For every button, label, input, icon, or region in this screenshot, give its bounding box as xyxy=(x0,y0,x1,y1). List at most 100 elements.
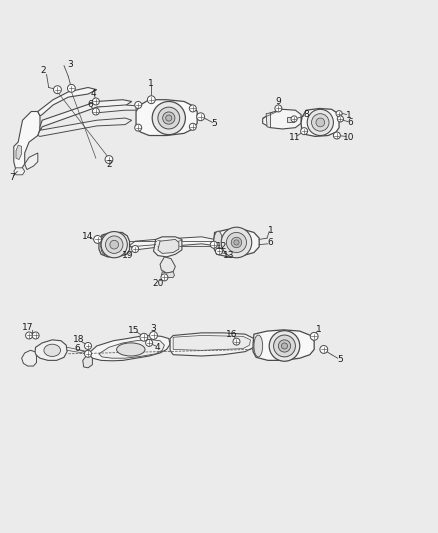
Text: 19: 19 xyxy=(122,251,133,260)
Circle shape xyxy=(215,248,223,255)
Polygon shape xyxy=(25,153,38,169)
Polygon shape xyxy=(14,168,25,175)
Polygon shape xyxy=(97,105,136,113)
Circle shape xyxy=(226,232,247,253)
Polygon shape xyxy=(253,330,314,360)
Circle shape xyxy=(92,108,99,115)
Text: 3: 3 xyxy=(67,60,73,69)
Circle shape xyxy=(135,124,142,131)
Circle shape xyxy=(106,236,123,253)
Polygon shape xyxy=(38,118,132,136)
Circle shape xyxy=(140,333,148,341)
Polygon shape xyxy=(158,239,179,253)
Circle shape xyxy=(269,330,300,361)
Polygon shape xyxy=(38,87,97,116)
Circle shape xyxy=(333,132,340,139)
Text: 1: 1 xyxy=(316,325,321,334)
Polygon shape xyxy=(99,340,164,358)
Text: 12: 12 xyxy=(216,243,228,252)
Circle shape xyxy=(336,111,342,117)
Circle shape xyxy=(148,96,155,103)
Text: 6: 6 xyxy=(74,344,81,353)
Circle shape xyxy=(25,332,32,339)
Circle shape xyxy=(282,343,288,349)
Text: 18: 18 xyxy=(73,335,84,344)
Circle shape xyxy=(231,237,242,248)
Polygon shape xyxy=(130,239,162,250)
Circle shape xyxy=(146,340,152,346)
Polygon shape xyxy=(170,333,254,356)
Circle shape xyxy=(291,116,297,122)
Circle shape xyxy=(210,241,217,248)
Circle shape xyxy=(150,332,157,340)
Circle shape xyxy=(307,109,333,135)
Circle shape xyxy=(300,128,307,135)
Circle shape xyxy=(101,231,127,258)
Text: 7: 7 xyxy=(9,173,14,182)
Circle shape xyxy=(152,101,185,135)
Text: 10: 10 xyxy=(343,133,354,142)
Circle shape xyxy=(135,101,142,108)
Circle shape xyxy=(189,123,196,130)
Ellipse shape xyxy=(254,335,263,357)
Circle shape xyxy=(92,98,99,105)
Circle shape xyxy=(105,156,113,164)
Circle shape xyxy=(158,107,180,129)
Ellipse shape xyxy=(214,231,223,254)
Text: 14: 14 xyxy=(81,232,93,241)
Text: 4: 4 xyxy=(155,343,161,352)
Text: 13: 13 xyxy=(223,251,235,260)
Ellipse shape xyxy=(117,343,145,356)
Circle shape xyxy=(311,114,329,131)
Polygon shape xyxy=(263,109,301,129)
Text: 20: 20 xyxy=(152,279,163,288)
Circle shape xyxy=(85,343,92,350)
Polygon shape xyxy=(153,237,182,257)
Circle shape xyxy=(275,105,282,112)
Polygon shape xyxy=(16,145,21,159)
Text: 5: 5 xyxy=(338,355,343,364)
Circle shape xyxy=(316,118,325,127)
Polygon shape xyxy=(99,232,130,257)
Polygon shape xyxy=(35,340,67,360)
Circle shape xyxy=(53,86,61,94)
Text: 2: 2 xyxy=(41,67,46,75)
Polygon shape xyxy=(160,237,215,247)
Polygon shape xyxy=(173,335,251,350)
Text: 1: 1 xyxy=(148,79,154,87)
Circle shape xyxy=(320,345,328,353)
Text: 1: 1 xyxy=(346,111,352,120)
Polygon shape xyxy=(14,111,40,171)
Circle shape xyxy=(197,113,205,120)
Text: 5: 5 xyxy=(212,119,218,128)
Text: 6: 6 xyxy=(347,118,353,127)
Text: 15: 15 xyxy=(127,326,139,335)
Text: 6: 6 xyxy=(87,100,93,109)
Text: 9: 9 xyxy=(276,98,281,107)
Text: 16: 16 xyxy=(226,330,238,339)
Text: 4: 4 xyxy=(91,88,96,98)
Circle shape xyxy=(32,332,39,339)
Text: 6: 6 xyxy=(268,238,273,247)
Circle shape xyxy=(274,335,295,357)
Circle shape xyxy=(310,333,318,340)
Polygon shape xyxy=(287,117,294,123)
Text: 3: 3 xyxy=(151,324,156,333)
Circle shape xyxy=(189,105,196,112)
Text: 2: 2 xyxy=(106,160,112,169)
Text: 17: 17 xyxy=(22,323,34,332)
Circle shape xyxy=(279,340,290,352)
Text: 11: 11 xyxy=(289,133,300,142)
Ellipse shape xyxy=(101,235,109,254)
Circle shape xyxy=(221,227,252,258)
Ellipse shape xyxy=(44,344,60,357)
Circle shape xyxy=(132,246,139,253)
Polygon shape xyxy=(160,257,175,273)
Circle shape xyxy=(234,240,239,245)
Polygon shape xyxy=(40,100,132,131)
Polygon shape xyxy=(266,113,271,128)
Circle shape xyxy=(67,84,75,92)
Circle shape xyxy=(166,115,172,121)
Circle shape xyxy=(337,116,343,122)
Circle shape xyxy=(233,338,240,345)
